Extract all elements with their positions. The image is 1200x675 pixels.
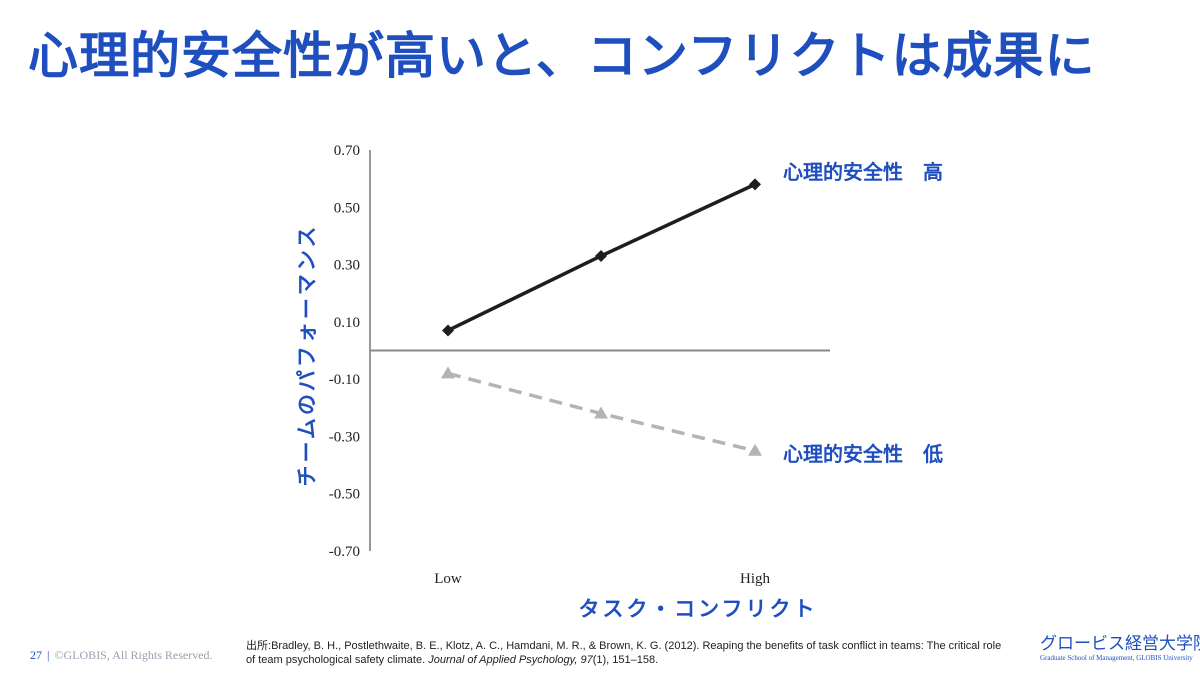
y-tick-label: 0.70 bbox=[334, 143, 360, 159]
footer-separator: | bbox=[47, 648, 50, 662]
y-tick-label: -0.70 bbox=[329, 544, 360, 560]
data-point-triangle bbox=[748, 443, 762, 456]
citation-text: Bradley, B. H., Postlethwaite, B. E., Kl… bbox=[246, 640, 1002, 666]
data-point-diamond bbox=[749, 178, 761, 191]
x-tick-label: Low bbox=[434, 571, 462, 587]
y-tick-label: -0.10 bbox=[329, 372, 360, 388]
y-tick-label: 0.50 bbox=[334, 200, 360, 216]
globis-logo: グロービス経営大学院 Graduate School of Management… bbox=[1040, 634, 1200, 662]
logo-jp: グロービス経営大学院 bbox=[1040, 634, 1200, 654]
y-tick-label: -0.30 bbox=[329, 429, 360, 445]
series-label-high: 心理的安全性 高 bbox=[783, 160, 943, 184]
y-tick-label: -0.50 bbox=[329, 487, 360, 503]
citation-prefix: 出所: bbox=[246, 640, 272, 652]
series-label-low: 心理的安全性 低 bbox=[783, 442, 943, 466]
data-point-triangle bbox=[594, 406, 608, 419]
data-point-diamond bbox=[595, 249, 607, 262]
y-tick-label: 0.10 bbox=[334, 315, 360, 331]
footer: 27 | ©GLOBIS, All Rights Reserved. bbox=[30, 648, 213, 663]
x-tick-label: High bbox=[740, 571, 771, 587]
logo-en: Graduate School of Management, GLOBIS Un… bbox=[1040, 654, 1193, 662]
y-tick-label: 0.30 bbox=[334, 258, 360, 274]
citation: 出所:Bradley, B. H., Postlethwaite, B. E.,… bbox=[246, 639, 1006, 667]
data-point-diamond bbox=[442, 324, 454, 337]
x-axis-title: タスク・コンフリクト bbox=[579, 597, 818, 621]
citation-journal: Journal of Applied Psychology, 97 bbox=[428, 654, 593, 666]
page-number: 27 bbox=[30, 648, 42, 662]
citation-tail: (1), 151–158. bbox=[592, 654, 659, 666]
data-point-triangle bbox=[441, 366, 455, 379]
y-axis-title: チームのパフォーマンス bbox=[295, 224, 319, 487]
slide-title: 心理的安全性が高いと、コンフリクトは成果に bbox=[28, 27, 1096, 85]
copyright: ©GLOBIS, All Rights Reserved. bbox=[54, 648, 213, 662]
